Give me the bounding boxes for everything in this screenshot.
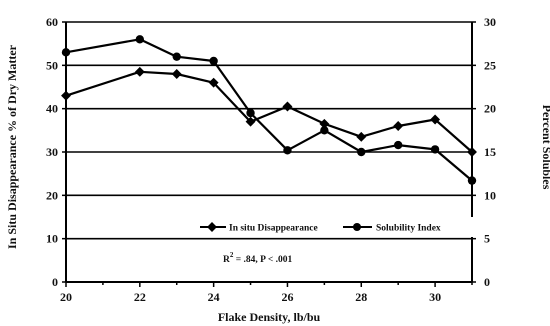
y2-tick-label-30: 30 [484,15,496,29]
y-axis-title: In Situ Disappearance % of Dry Matter [5,44,19,249]
point-solubility-27 [320,126,329,135]
point-solubility-22 [135,35,145,44]
point-solubility-20 [61,48,71,57]
x-tick-label-22: 22 [134,290,146,304]
y2-tick-label-0: 0 [484,275,490,289]
x-tick-label-26: 26 [281,290,293,304]
x-axis-title: Flake Density, lb/bu [218,310,321,324]
y-tick-label-60: 60 [46,15,58,29]
point-in-situ-22 [134,66,145,77]
point-solubility-31 [467,176,477,185]
legend-label-in-situ: In situ Disappearance [229,224,318,234]
y-tick-label-20: 20 [46,188,58,202]
legend-background [196,217,478,237]
point-solubility-28 [357,147,366,157]
y-tick-label-30: 30 [46,145,58,159]
legend: In situ Disappearance Solubility Index [196,217,478,237]
x-tick-label-30: 30 [429,290,441,304]
series-line-in-situ [65,70,473,153]
legend-item-in-situ: In situ Disappearance [200,222,318,234]
y2-tick-label-15: 15 [484,145,496,159]
y-tick-label-40: 40 [46,102,58,116]
legend-marker-solubility [353,223,361,231]
axes: 0 10 20 30 40 50 60 0 5 10 15 20 25 30 20 22 24 26 28 30 [46,15,496,304]
x-tick-label-20: 20 [60,290,72,304]
y2-tick-label-5: 5 [484,232,490,246]
legend-label-solubility: Solubility Index [376,224,441,234]
point-solubility-25 [246,108,255,118]
point-in-situ-31 [467,147,477,157]
point-in-situ-23 [171,69,182,79]
annotation-r-squared: R2 = .84, P < .001 [223,251,292,265]
point-in-situ-20 [61,90,71,101]
y-tick-label-50: 50 [46,58,58,72]
point-in-situ-25 [245,116,256,127]
point-solubility-24 [209,56,218,66]
annotation-r-superscript: 2 [230,251,234,259]
legend-marker-in-situ [207,222,217,232]
annotation-r-rest: = .84, P < .001 [233,255,292,265]
point-solubility-29 [393,140,403,150]
point-in-situ-24 [208,77,219,88]
y-tick-label-10: 10 [46,232,58,246]
x-tick-label-24: 24 [208,290,220,304]
point-solubility-26 [283,146,292,155]
y2-tick-label-20: 20 [484,102,496,116]
x-tick-label-28: 28 [355,290,367,304]
grid-lines [66,21,472,240]
point-in-situ-26 [282,101,293,112]
y2-tick-label-10: 10 [484,188,496,202]
point-solubility-23 [172,52,181,61]
annotation-r-prefix: R [223,255,230,265]
series-layer [61,35,477,185]
y-tick-label-0: 0 [52,275,58,289]
point-in-situ-28 [356,131,367,142]
point-solubility-30 [430,145,440,154]
y2-axis-title: Percent Solubles [540,105,550,190]
point-in-situ-29 [393,121,404,131]
series-line-solubility [65,38,473,182]
y2-tick-label-25: 25 [484,58,496,72]
legend-item-solubility: Solubility Index [343,223,441,234]
